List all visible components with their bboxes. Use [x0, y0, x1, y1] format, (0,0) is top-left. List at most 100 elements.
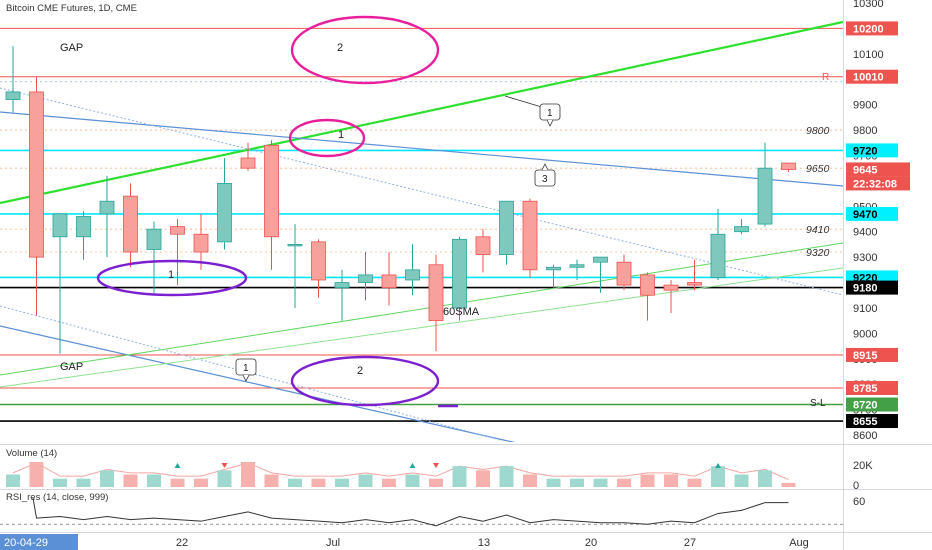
volume-bar	[100, 470, 114, 487]
y-tick-label: 9000	[853, 328, 877, 340]
blue-trendline-lower	[0, 325, 516, 442]
candle-body	[452, 238, 467, 309]
candle-body	[781, 162, 796, 170]
volume-bar	[523, 474, 537, 487]
volume-bar	[711, 466, 725, 487]
volume-bar	[288, 478, 302, 487]
purple-circle-1	[96, 259, 248, 297]
y-tick-label: 9400	[853, 227, 877, 239]
r-label: R	[822, 72, 829, 83]
rsi-line	[32, 497, 789, 527]
level-tag	[846, 143, 898, 158]
volume-bar	[781, 482, 796, 487]
candle-body	[287, 244, 303, 247]
callout-2: 1	[235, 358, 257, 382]
level-tag-label: 9180	[853, 283, 877, 295]
volume-bar	[194, 478, 208, 487]
candle-body	[5, 91, 21, 100]
volume-bar	[147, 474, 161, 487]
volume-bar	[546, 478, 561, 487]
y-tick-label: 8600	[853, 430, 877, 442]
gap-label-bottom: GAP	[60, 361, 83, 373]
y-tick-label: 9800	[853, 125, 877, 137]
candle-body	[593, 256, 608, 263]
candle-body	[640, 274, 655, 296]
level-tag	[846, 397, 898, 412]
candle-body	[687, 282, 702, 286]
volume-bar	[76, 478, 91, 487]
volume-bar	[6, 474, 20, 487]
level-tag-label: 8785	[853, 383, 877, 395]
x-tick-label: 13	[478, 537, 490, 549]
level-tag-label: 10010	[853, 72, 884, 84]
volume-bar	[664, 474, 678, 487]
inline-price-label: 9800	[806, 125, 830, 137]
green-trendline	[0, 20, 843, 205]
candle-body	[405, 269, 420, 281]
level-tag	[846, 206, 898, 221]
candle-body	[546, 266, 561, 271]
candle-body	[217, 183, 232, 243]
candle-body	[29, 91, 44, 258]
volume-up-marker	[409, 463, 416, 468]
volume-bar	[264, 474, 279, 487]
level-tag	[846, 414, 898, 429]
candle-body	[334, 282, 350, 289]
time-axis[interactable]: 20-04-29 22 Jul 13 20 27 Aug	[0, 534, 809, 550]
level-tag-label: 8915	[853, 350, 877, 362]
level-tag	[846, 347, 898, 362]
y-tick-label: 9900	[853, 100, 877, 112]
callout-leader	[504, 95, 546, 109]
volume-down-marker	[221, 463, 228, 468]
circle-label-2-top: 2	[337, 42, 343, 54]
callout-1: 1	[539, 103, 561, 127]
candle-body	[99, 200, 115, 215]
candle-body	[52, 213, 68, 238]
circle-label-1-bottom: 1	[168, 269, 174, 281]
trendlines	[0, 20, 843, 442]
volume-bar	[640, 474, 655, 487]
volume-bar	[758, 470, 772, 487]
price-tag-label: 22:32:08	[853, 178, 897, 190]
price-tag	[846, 162, 910, 177]
callout-label: 1	[243, 363, 249, 374]
callout-label: 1	[547, 108, 553, 119]
price-tag-label: 9645	[853, 164, 877, 176]
candle-body	[76, 216, 91, 238]
candle-body	[123, 195, 138, 253]
level-tag-label: 8655	[853, 416, 877, 428]
level-tag-label: 8720	[853, 400, 877, 412]
x-tick-label: 20	[585, 537, 597, 549]
y-tick-label: 10100	[853, 49, 884, 61]
volume-bar	[570, 478, 584, 487]
volume-ma-line	[12, 462, 789, 480]
level-tag-label: 9720	[853, 145, 877, 157]
candle-body	[569, 264, 585, 268]
volume-bar	[405, 474, 420, 487]
volume-up-marker	[174, 463, 181, 468]
volume-bar	[241, 462, 255, 487]
volume-bar	[53, 478, 67, 487]
purple-circle-2	[290, 355, 440, 407]
blue-dotted-line	[0, 87, 843, 296]
level-tag	[846, 21, 898, 36]
volume-bar	[476, 470, 490, 487]
candle-body	[311, 241, 326, 281]
annotations: 9800 9650 9410 9320 GAP GAP 60SMA R S-L 2 1 1 2 1 1 3	[60, 15, 830, 409]
date-highlight	[0, 534, 78, 550]
level-tag	[846, 69, 898, 84]
volume-axis-label: 0	[853, 480, 859, 492]
callout-pointer	[546, 119, 554, 127]
volume-bar	[123, 474, 138, 487]
y-tick-label: 9300	[853, 252, 877, 264]
volume-bar	[617, 478, 631, 487]
price-axis[interactable]: 8600870088008900900091009200930094009500…	[846, 0, 910, 508]
volume-bar	[499, 466, 514, 487]
inline-price-label: 9320	[806, 247, 830, 259]
price-tag	[846, 176, 910, 191]
green-channel-lower	[0, 267, 843, 388]
candle-body	[616, 261, 632, 286]
magenta-circle-1	[288, 118, 366, 158]
candle-body	[358, 274, 373, 283]
